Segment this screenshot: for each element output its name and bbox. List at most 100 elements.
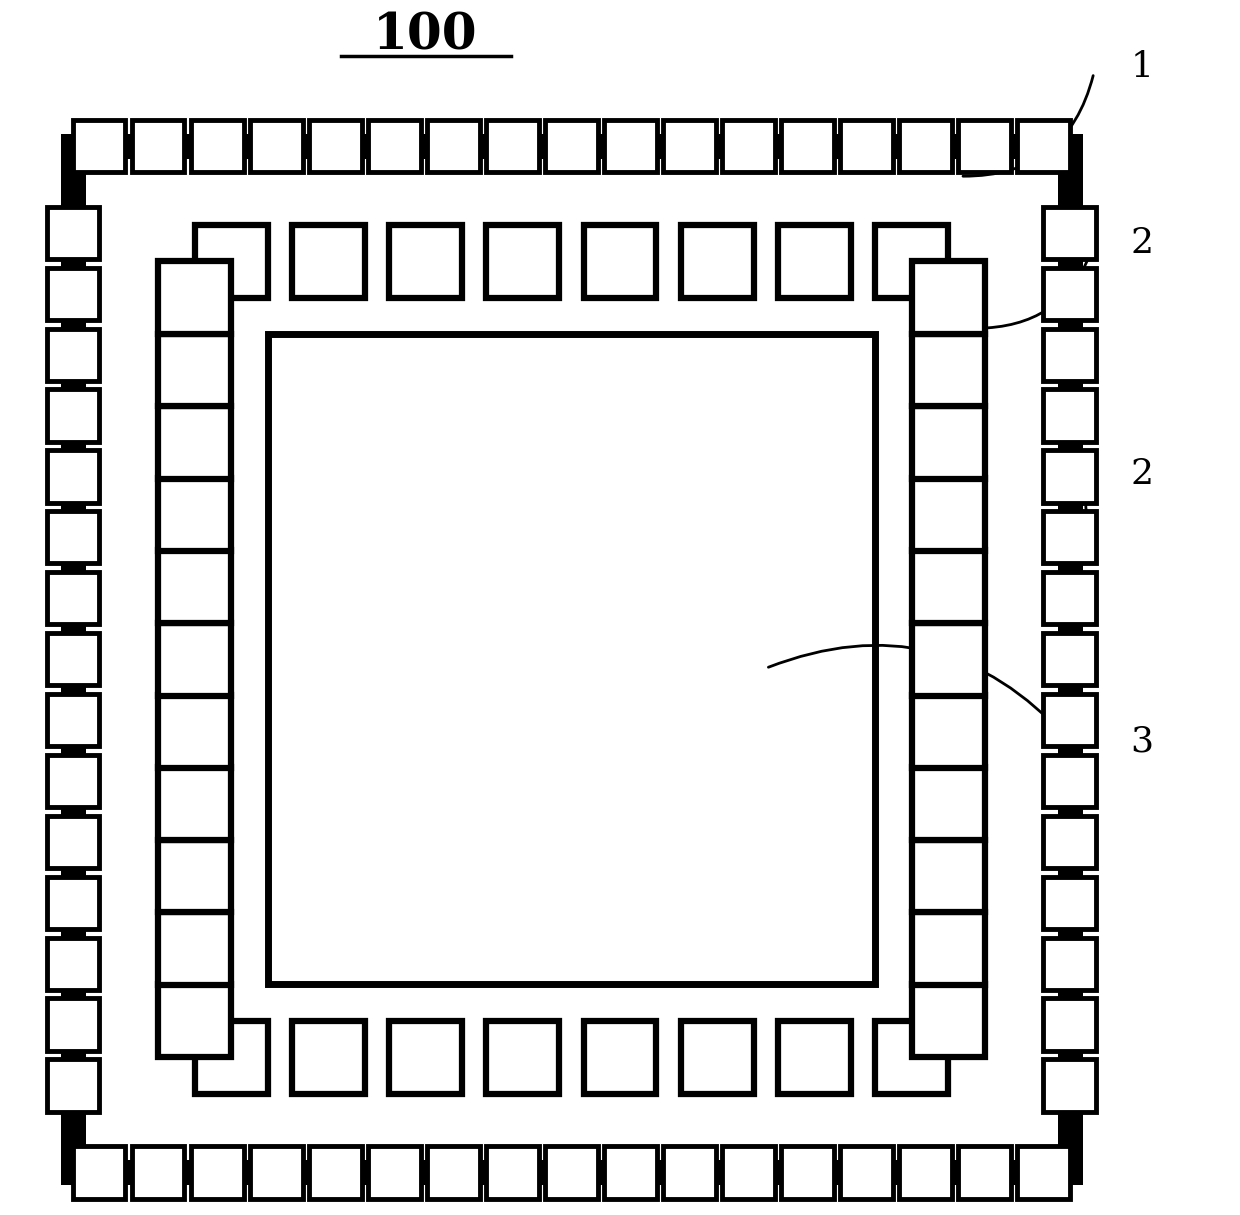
Bar — [841, 1147, 893, 1198]
Bar — [584, 225, 656, 298]
Bar — [159, 550, 231, 623]
Bar — [1043, 877, 1096, 928]
Bar — [291, 225, 365, 298]
Bar — [159, 911, 231, 984]
Bar — [47, 877, 99, 928]
Bar — [1043, 572, 1096, 625]
Bar — [663, 1147, 715, 1198]
Bar — [1043, 451, 1096, 503]
Bar — [47, 267, 99, 320]
Bar — [428, 119, 480, 171]
Bar — [47, 633, 99, 685]
Bar — [1043, 633, 1096, 685]
Bar — [291, 1021, 365, 1094]
Bar — [1043, 389, 1096, 441]
Bar — [389, 1021, 463, 1094]
Bar — [546, 1147, 598, 1198]
Bar — [1043, 512, 1096, 564]
Bar — [722, 1147, 775, 1198]
Bar — [911, 477, 985, 552]
Bar — [309, 1147, 362, 1198]
Bar — [875, 225, 949, 298]
Text: 2: 2 — [1131, 226, 1153, 260]
Bar — [1043, 694, 1096, 746]
Bar — [191, 119, 243, 171]
Bar — [73, 119, 125, 171]
Bar — [159, 622, 231, 695]
Bar — [604, 119, 656, 171]
Bar — [681, 225, 754, 298]
Bar — [195, 225, 268, 298]
Bar — [486, 1021, 559, 1094]
Bar — [250, 1147, 303, 1198]
Bar — [47, 389, 99, 441]
Bar — [875, 1021, 949, 1094]
Bar — [1043, 1059, 1096, 1112]
Bar — [47, 1059, 99, 1112]
Bar — [681, 1021, 754, 1094]
Bar — [911, 261, 985, 334]
Bar — [1043, 207, 1096, 259]
Bar — [368, 1147, 420, 1198]
Bar — [911, 984, 985, 1057]
Bar — [722, 119, 775, 171]
Bar — [781, 119, 833, 171]
Bar — [959, 119, 1011, 171]
Bar — [663, 119, 715, 171]
Text: 1: 1 — [1131, 50, 1153, 84]
Bar — [899, 119, 951, 171]
Bar — [195, 1021, 268, 1094]
Bar — [486, 119, 538, 171]
Bar — [389, 225, 463, 298]
Bar — [47, 999, 99, 1051]
Bar — [73, 1147, 125, 1198]
Bar — [486, 225, 559, 298]
Bar — [1017, 1147, 1070, 1198]
Bar — [781, 1147, 833, 1198]
Text: 3: 3 — [1131, 724, 1153, 758]
Bar — [1043, 755, 1096, 807]
Bar — [133, 1147, 185, 1198]
Bar — [584, 1021, 656, 1094]
Bar — [911, 550, 985, 623]
Bar — [159, 333, 231, 406]
Bar — [911, 622, 985, 695]
Bar — [1043, 267, 1096, 320]
Bar — [73, 146, 1070, 1172]
Bar — [1043, 815, 1096, 868]
Bar — [159, 768, 231, 841]
Bar — [959, 1147, 1011, 1198]
Bar — [191, 1147, 243, 1198]
Bar — [47, 328, 99, 380]
Bar — [159, 984, 231, 1057]
Bar — [47, 512, 99, 564]
Bar — [159, 695, 231, 768]
Bar — [777, 1021, 851, 1094]
Bar — [309, 119, 362, 171]
Bar — [47, 694, 99, 746]
Bar — [159, 477, 231, 552]
Bar — [911, 695, 985, 768]
Text: 100: 100 — [373, 12, 477, 61]
Bar — [159, 261, 231, 334]
Bar — [47, 755, 99, 807]
Bar — [604, 1147, 656, 1198]
Bar — [133, 119, 185, 171]
Bar — [47, 572, 99, 625]
Bar — [911, 840, 985, 912]
Bar — [899, 1147, 951, 1198]
Bar — [250, 119, 303, 171]
Bar — [486, 1147, 538, 1198]
Bar — [47, 815, 99, 868]
Bar — [428, 1147, 480, 1198]
Bar — [1043, 999, 1096, 1051]
Bar — [268, 334, 875, 984]
Bar — [911, 911, 985, 984]
Bar — [159, 406, 231, 479]
Bar — [159, 840, 231, 912]
Bar — [546, 119, 598, 171]
Bar — [911, 768, 985, 841]
Bar — [1043, 328, 1096, 380]
Bar — [841, 119, 893, 171]
Bar — [777, 225, 851, 298]
